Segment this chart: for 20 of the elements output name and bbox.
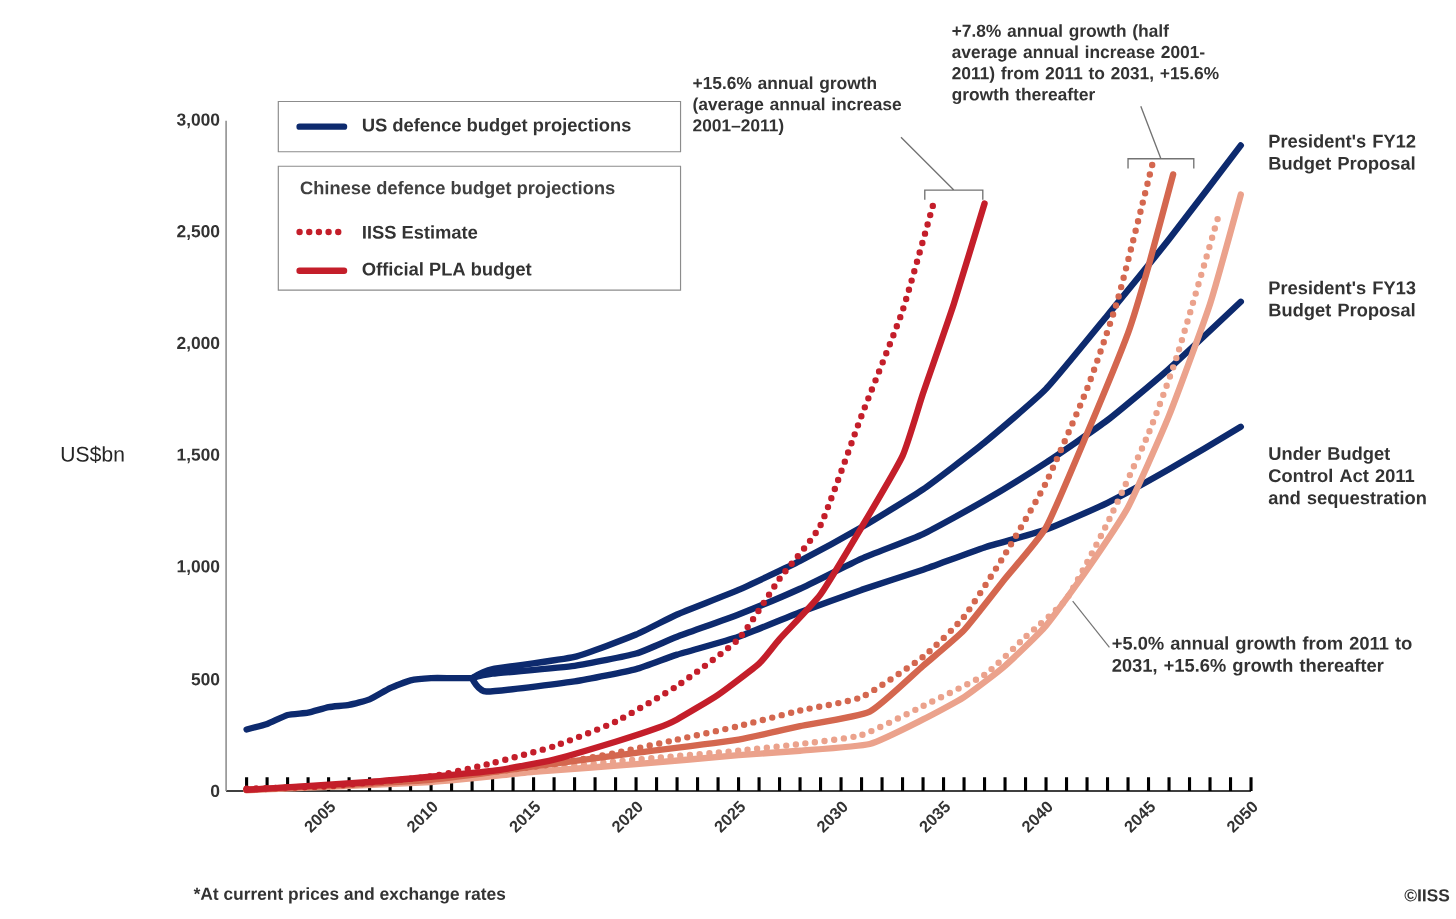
series-label: Under Budget Control Act 2011 and sequestration [1268, 446, 1426, 509]
annotation: +5.0% annual growth from 2011 to 2031, +15.6% growth thereafter [1112, 636, 1412, 676]
legend-label: IISS Estimate [363, 225, 478, 239]
y-tick-label: 1,500 [177, 448, 220, 464]
series-label: President's FY13 Budget Proposal [1269, 281, 1416, 321]
y-tick-label: 1,000 [177, 560, 220, 576]
y-tick-label: 2,500 [177, 225, 220, 241]
legend-title: Chinese defence budget projections [300, 181, 615, 199]
y-tick-label: 500 [191, 673, 220, 686]
text: *At current prices and exchange rates [193, 887, 506, 904]
text: +7.8% annual growth (half average annual increase 2001-2011) from 2011 to 2031, +15.6% growth thereafter [952, 24, 1219, 105]
y-tick-label: 0 [210, 784, 220, 798]
legend-label: Official PLA budget [362, 262, 532, 280]
text: ©IISS [1404, 889, 1450, 902]
y-tick-label: 2,000 [177, 337, 220, 352]
series-label: President's FY12 Budget Proposal [1269, 134, 1416, 174]
legend-label: US defence budget projections [362, 118, 631, 136]
y-tick-label: 3,000 [176, 113, 220, 129]
y-axis-title: US$bn [61, 446, 124, 464]
annotation: +15.6% annual growth (average annual increase 2001–2011) [693, 76, 902, 136]
